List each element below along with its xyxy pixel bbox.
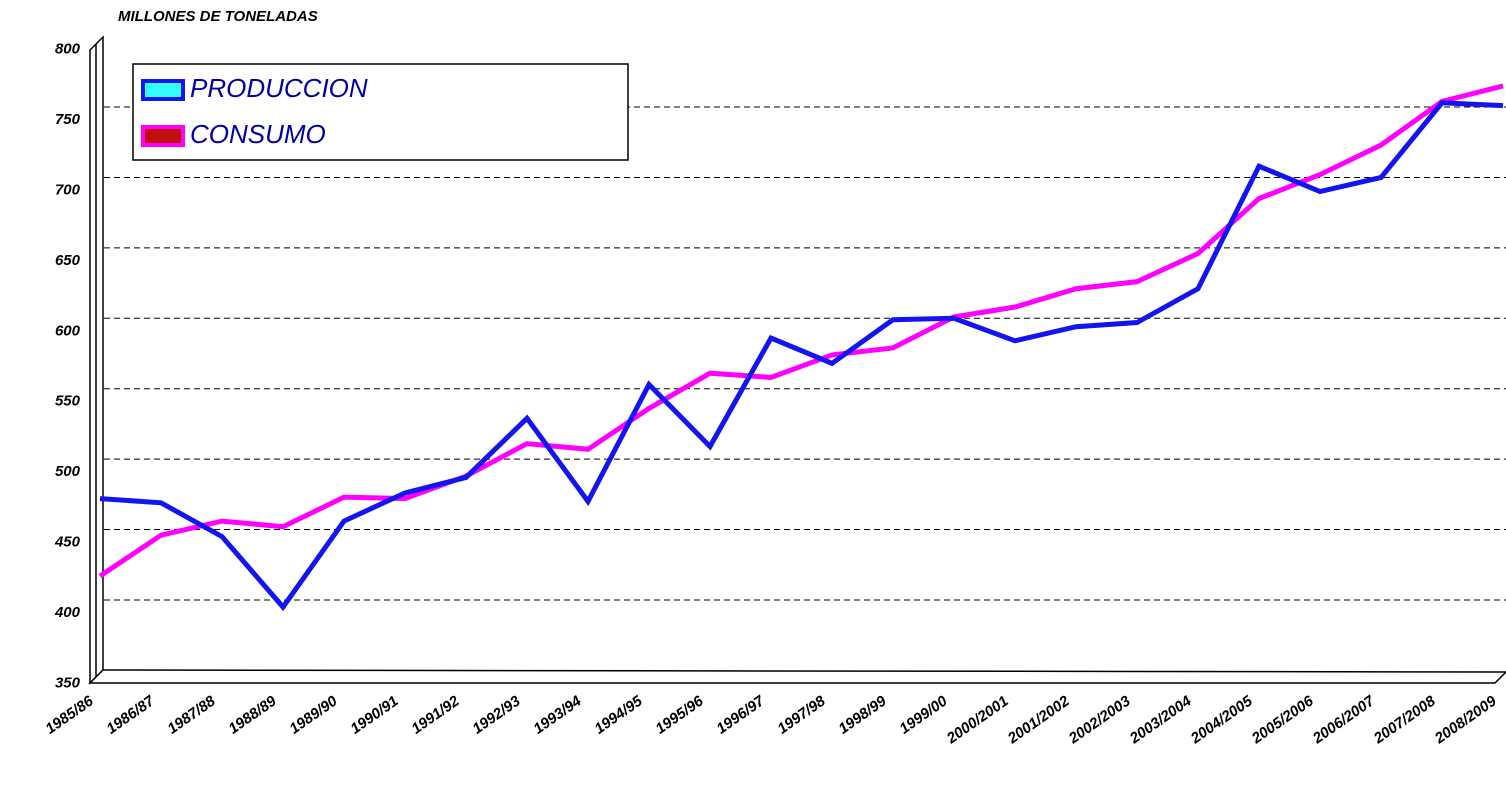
legend-label: CONSUMO [190, 119, 326, 149]
x-tick-label: 1995/96 [652, 692, 707, 737]
y-tick-label: 750 [55, 111, 81, 128]
x-tick-label: 1997/98 [774, 692, 829, 737]
x-tick-label: 1989/90 [286, 692, 341, 737]
x-tick-label: 1990/91 [347, 693, 401, 738]
x-tick-label: 2008/2009 [1431, 692, 1500, 748]
x-tick-label: 2002/2003 [1065, 692, 1134, 748]
series-line [98, 83, 1504, 579]
x-tick-label: 2005/2006 [1248, 692, 1317, 748]
x-tick-label: 1999/00 [896, 692, 951, 737]
frame [88, 35, 1506, 685]
legend-swatch [141, 125, 185, 147]
y-tick-label: 550 [55, 393, 81, 410]
y-tick-label: 600 [55, 322, 81, 339]
y-tick-label: 500 [55, 463, 81, 480]
x-tick-label: 1994/95 [591, 692, 646, 737]
x-tick-label: 1996/97 [713, 692, 768, 737]
x-tick-label: 1988/89 [225, 692, 280, 737]
x-tick-label: 2001/2002 [1004, 692, 1073, 748]
x-tick-label: 1992/93 [469, 692, 524, 737]
x-tick-label: 1991/92 [408, 692, 463, 737]
x-tick-label: 2000/2001 [943, 693, 1012, 748]
x-tick-label: 2006/2007 [1309, 692, 1378, 748]
x-tick-label: 2003/2004 [1126, 692, 1195, 748]
chart-title: MILLONES DE TONELADAS [118, 8, 318, 25]
y-tick-label: 350 [55, 674, 81, 691]
x-tick-label: 1998/99 [835, 692, 890, 737]
legend-swatch [141, 79, 185, 101]
y-tick-label: 450 [54, 534, 81, 551]
y-tick-label: 700 [55, 181, 81, 198]
x-tick-label: 1987/88 [164, 692, 219, 737]
legend-label: PRODUCCION [190, 73, 368, 103]
y-tick-label: 800 [55, 41, 81, 58]
series-line [99, 100, 1504, 612]
x-tick-label: 2007/2008 [1370, 692, 1439, 748]
x-tick-label: 1993/94 [530, 692, 585, 737]
x-tick-label: 1985/86 [42, 692, 97, 737]
x-tick-label: 1986/87 [103, 692, 158, 737]
legend-box [132, 63, 629, 161]
y-tick-label: 650 [55, 252, 81, 269]
y-tick-label: 400 [54, 604, 81, 621]
x-tick-label: 2004/2005 [1187, 692, 1256, 748]
